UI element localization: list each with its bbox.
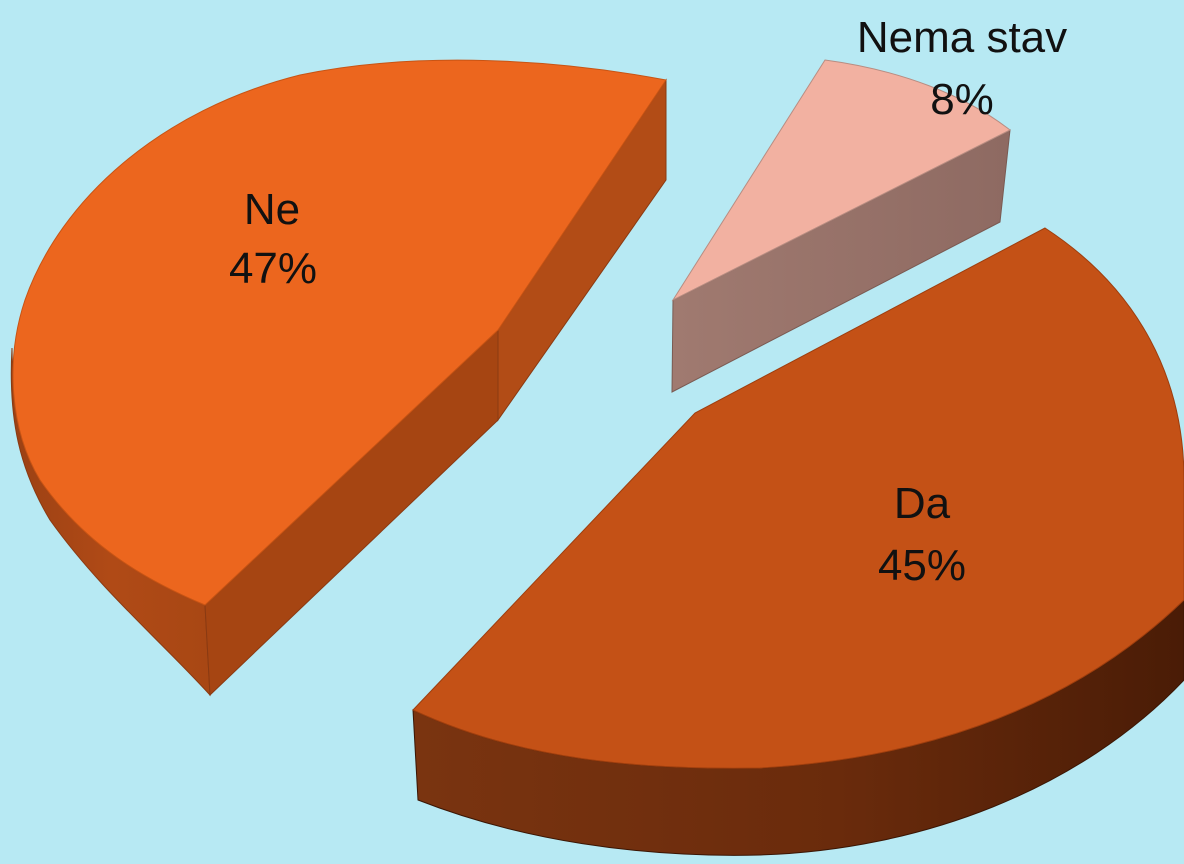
pie-slice-nema-stav (671, 59, 1011, 393)
pie-slice-da-top (412, 227, 1184, 769)
pie-data-labels: Ne 47% Nema stav 8% Da 45% (229, 13, 1067, 590)
pie-slice-ne (10, 59, 667, 697)
slice-value-ne: 47% (229, 244, 317, 293)
slice-label-da: Da (894, 479, 951, 528)
slice-label-ne: Ne (244, 185, 300, 234)
slice-value-da: 45% (878, 541, 966, 590)
slice-value-nema-stav: 8% (930, 75, 994, 124)
pie-slice-nema-stav-top (671, 59, 1011, 302)
pie-slice-da (412, 227, 1184, 856)
pie-slice-ne-top (12, 59, 667, 606)
slice-label-nema-stav: Nema stav (857, 13, 1067, 62)
